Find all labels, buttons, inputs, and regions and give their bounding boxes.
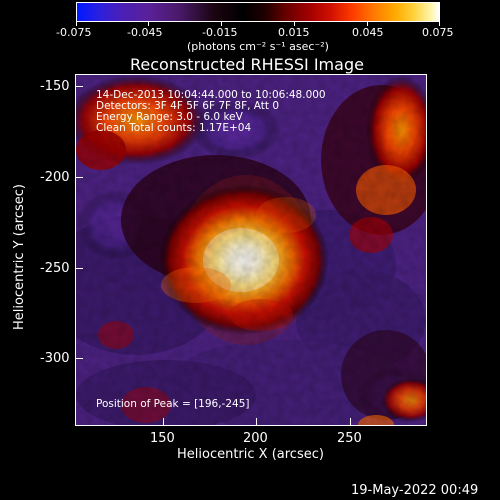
x-axis-label: Heliocentric X (arcsec) (177, 447, 324, 462)
plot-title: Reconstructed RHESSI Image (130, 55, 364, 74)
x-axis-tick (350, 418, 351, 426)
rhessi-heatmap (76, 75, 426, 425)
colorbar-tick-label: 0.075 (422, 26, 454, 39)
y-axis-label: Heliocentric Y (arcsec) (12, 184, 27, 330)
y-axis-tick (75, 268, 83, 269)
annotation-clean-counts: Clean Total counts: 1.17E+04 (96, 122, 252, 134)
x-axis-tick (256, 418, 257, 426)
annotation-peak-position: Position of Peak = [196,-245] (96, 398, 250, 410)
rhessi-image-plot: 14-Dec-2013 10:04:44.000 to 10:06:48.000… (75, 74, 427, 426)
colorbar-tick (76, 21, 77, 26)
colorbar-gradient (77, 3, 439, 21)
y-tick-label: -150 (40, 79, 70, 94)
annotation-energy-range: Energy Range: 3.0 - 6.0 keV (96, 111, 243, 123)
footer-timestamp: 19-May-2022 00:49 (351, 483, 479, 498)
x-tick-label: 150 (150, 431, 175, 446)
colorbar-tick-label: 0.015 (278, 26, 310, 39)
y-axis-tick (75, 177, 83, 178)
colorbar-units-label: (photons cm⁻² s⁻¹ asec⁻²) (187, 40, 329, 53)
colorbar-tick (439, 21, 440, 26)
colorbar-tick (294, 21, 295, 26)
colorbar-tick (367, 21, 368, 26)
colorbar-tick-label: -0.075 (56, 26, 92, 39)
y-tick-label: -200 (40, 170, 70, 185)
annotation-time-range: 14-Dec-2013 10:04:44.000 to 10:06:48.000 (96, 89, 326, 101)
colorbar-tick (148, 21, 149, 26)
annotation-detectors: Detectors: 3F 4F 5F 6F 7F 8F, Att 0 (96, 100, 280, 112)
colorbar (76, 2, 440, 22)
x-tick-label: 250 (337, 431, 362, 446)
y-tick-label: -250 (40, 261, 70, 276)
y-axis-tick (75, 86, 83, 87)
x-tick-label: 200 (243, 431, 268, 446)
y-axis-tick (75, 358, 83, 359)
colorbar-tick (221, 21, 222, 26)
x-axis-tick (163, 418, 164, 426)
y-tick-label: -300 (40, 351, 70, 366)
colorbar-tick-label: 0.045 (352, 26, 384, 39)
colorbar-tick-label: -0.015 (202, 26, 238, 39)
colorbar-tick-label: -0.045 (127, 26, 163, 39)
